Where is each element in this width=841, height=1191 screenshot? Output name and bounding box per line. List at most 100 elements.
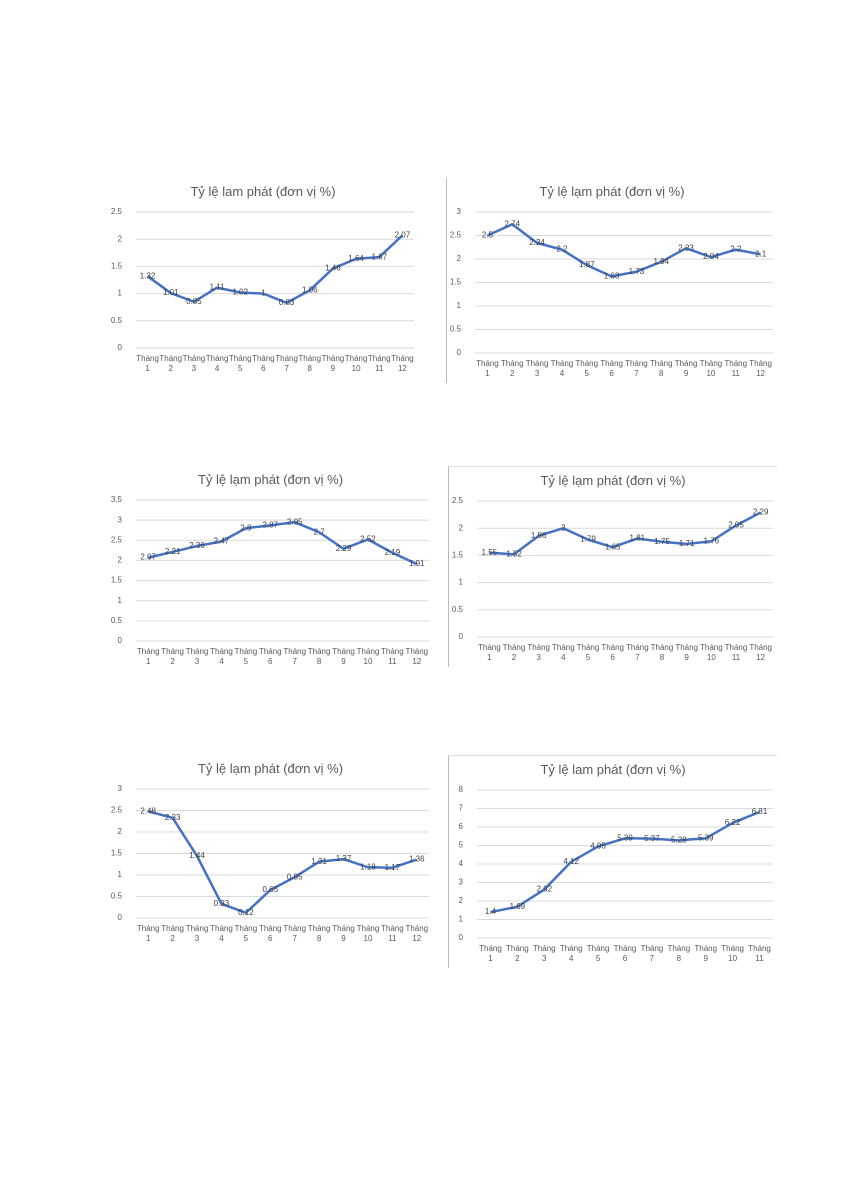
chart: 0 0.5 1 1.5 2 2.5 3 2.48 2.33 1.44 0.33 0.12 0.65 0.9… — [111, 784, 429, 922]
y-tick-label: 2.5 — [111, 806, 123, 815]
y-tick-label: 8 — [459, 785, 464, 794]
x-tick-label: Tháng 4 — [210, 924, 233, 943]
data-label: 1.75 — [654, 537, 670, 546]
x-tick-label: Tháng 10 — [344, 354, 368, 373]
data-label: 2.48 — [140, 806, 156, 815]
chart-panel: Tỷ lệ lạm phát (đơn vị %) 0 0.5 1 1.5 2 2.5 3 3.… — [108, 466, 433, 671]
data-label: 6.22 — [725, 818, 741, 827]
x-tick-label: Tháng 5 — [576, 643, 600, 662]
data-label: 0.83 — [279, 298, 295, 307]
x-tick-label: Tháng 1 — [136, 354, 159, 373]
data-label: 2.2 — [556, 245, 568, 254]
data-label: 5.28 — [671, 835, 687, 844]
data-label: 2.2 — [730, 245, 742, 254]
x-tick-label: Tháng 3 — [525, 359, 549, 378]
y-tick-label: 0 — [459, 933, 464, 942]
chart-title: Tỷ lệ lạm phát (đơn vị %) — [197, 472, 344, 487]
x-tick-label: Tháng 6 — [258, 924, 282, 943]
x-tick-label: Tháng 6 — [258, 647, 282, 666]
x-tick-label: Tháng 5 — [234, 647, 258, 666]
data-label: 1.94 — [653, 257, 669, 266]
data-label: 2.07 — [395, 231, 411, 240]
y-tick-label: 2 — [118, 556, 123, 565]
x-tick-label: Tháng 2 — [159, 354, 183, 373]
x-tick-label: Tháng 11 — [381, 647, 404, 666]
x-tick-label: Tháng 10 — [356, 924, 380, 943]
data-label: 1.06 — [302, 285, 318, 294]
data-label: 1.69 — [510, 902, 526, 911]
x-tick-label: Tháng 5 — [234, 924, 258, 943]
data-label: 2.05 — [728, 521, 744, 530]
y-tick-label: 2 — [118, 827, 123, 836]
x-tick-label: Tháng 12 — [405, 647, 429, 666]
y-tick-label: 1 — [118, 289, 123, 298]
series-line — [146, 234, 404, 305]
x-tick-label: Tháng 4 — [210, 647, 233, 666]
x-tick-label: Tháng 9 — [321, 354, 345, 373]
x-tick-label: Tháng 3 — [185, 647, 209, 666]
data-label: 0.85 — [186, 297, 202, 306]
data-label: 1.37 — [336, 854, 352, 863]
x-tick-label: Tháng 1 — [479, 944, 502, 963]
data-label: 1.44 — [189, 851, 205, 860]
y-tick-label: 2 — [459, 523, 464, 532]
chart: 0 1 2 3 4 5 6 7 8 1.4 1.69 2.62 4.12 4.95 5.39 5.37 5.28… — [459, 785, 773, 942]
x-tick-label: Tháng 3 — [182, 354, 206, 373]
data-label: 5.37 — [644, 834, 660, 843]
y-tick-label: 3 — [118, 515, 123, 524]
y-tick-label: 1 — [118, 596, 123, 605]
y-tick-label: 0 — [457, 348, 462, 357]
y-tick-label: 1.5 — [450, 278, 462, 287]
data-label: 2.19 — [385, 548, 401, 557]
x-tick-label: Tháng 9 — [674, 359, 698, 378]
x-tick-label: Tháng 11 — [724, 359, 748, 378]
x-tick-label: Tháng 7 — [275, 354, 298, 373]
data-label: 2.34 — [529, 238, 545, 247]
chart-title: Tỷ lệ lam phát (đơn vị %) — [190, 184, 336, 199]
data-label: 1.01 — [163, 288, 179, 297]
chart-title: Tỷ lệ lạm phát (đơn vị %) — [540, 473, 686, 488]
chart-title: Tỷ lệ lạm phát (đơn vị %) — [197, 761, 344, 776]
x-tick-label: Tháng 12 — [749, 643, 772, 662]
y-tick-label: 0.5 — [111, 316, 123, 325]
series-line — [489, 511, 762, 556]
x-tick-label: Tháng 9 — [332, 647, 355, 666]
data-label: 2.07 — [140, 553, 156, 562]
data-label: 2.04 — [703, 252, 719, 261]
y-tick-label: 0.5 — [450, 325, 462, 334]
data-label: 2.87 — [263, 520, 279, 529]
y-tick-label: 2.5 — [452, 496, 464, 505]
data-label: 5.39 — [698, 833, 714, 842]
data-label: 1.36 — [409, 855, 425, 864]
data-label: 1.87 — [579, 260, 595, 269]
data-label: 2.8 — [240, 523, 252, 532]
data-label: 1.81 — [630, 534, 646, 543]
y-tick-label: 1.5 — [111, 576, 123, 585]
x-tick-label: Tháng 1 — [477, 643, 501, 662]
x-tick-label: Tháng 10 — [356, 647, 380, 666]
data-label: 2.62 — [536, 885, 552, 894]
x-tick-label: Tháng 7 — [625, 359, 648, 378]
x-tick-label: Tháng 10 — [699, 643, 723, 662]
data-label: 1.73 — [629, 267, 645, 276]
y-tick-label: 3 — [459, 878, 464, 887]
x-tick-label: Tháng 11 — [724, 643, 748, 662]
x-tick-label: Tháng 2 — [502, 643, 526, 662]
data-label: 2.29 — [336, 544, 352, 553]
x-tick-label: Tháng 3 — [527, 643, 550, 662]
data-label: 1.52 — [506, 549, 522, 558]
y-tick-label: 6 — [459, 822, 464, 831]
data-label: 2.7 — [314, 527, 326, 536]
data-label: 1.79 — [580, 535, 596, 544]
data-label: 0.33 — [214, 899, 230, 908]
data-label: 6.81 — [752, 807, 768, 816]
data-label: 2.47 — [214, 537, 230, 546]
data-label: 1.71 — [679, 539, 695, 548]
y-tick-label: 0.5 — [111, 616, 123, 625]
x-tick-label: Tháng 8 — [649, 359, 673, 378]
y-tick-label: 7 — [459, 804, 464, 813]
x-tick-label: Tháng 7 — [283, 924, 307, 943]
y-tick-label: 0.5 — [111, 892, 123, 901]
x-tick-label: Tháng 11 — [367, 354, 391, 373]
